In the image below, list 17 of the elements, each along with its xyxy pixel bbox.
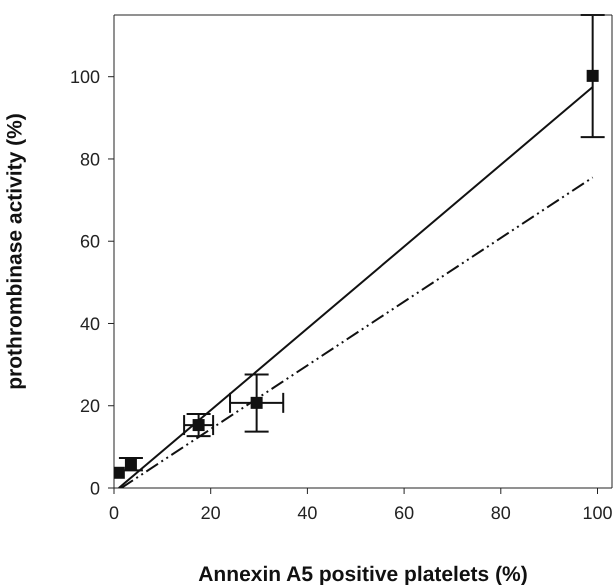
point: [586, 70, 599, 82]
y-tick-label: 20: [80, 396, 100, 416]
y-tick-label: 0: [90, 478, 100, 498]
y-tick-label: 80: [80, 149, 100, 170]
x-tick-label: 0: [108, 502, 120, 523]
point: [114, 466, 125, 479]
x-axis-title: Annexin A5 positive platelets (%): [198, 563, 528, 585]
y-tick-label: 40: [80, 314, 100, 334]
y-axis-title: prothrombinase activity (%): [3, 113, 26, 390]
x-tick-label: 40: [297, 502, 318, 523]
y-tick-label: 60: [80, 232, 100, 252]
y-tick-label: 100: [70, 67, 100, 88]
point: [124, 458, 137, 470]
x-tick-label: 60: [394, 502, 414, 523]
x-tick-label: 80: [490, 502, 511, 523]
x-tick-label: 100: [582, 502, 613, 523]
x-tick-label: 20: [200, 502, 221, 523]
